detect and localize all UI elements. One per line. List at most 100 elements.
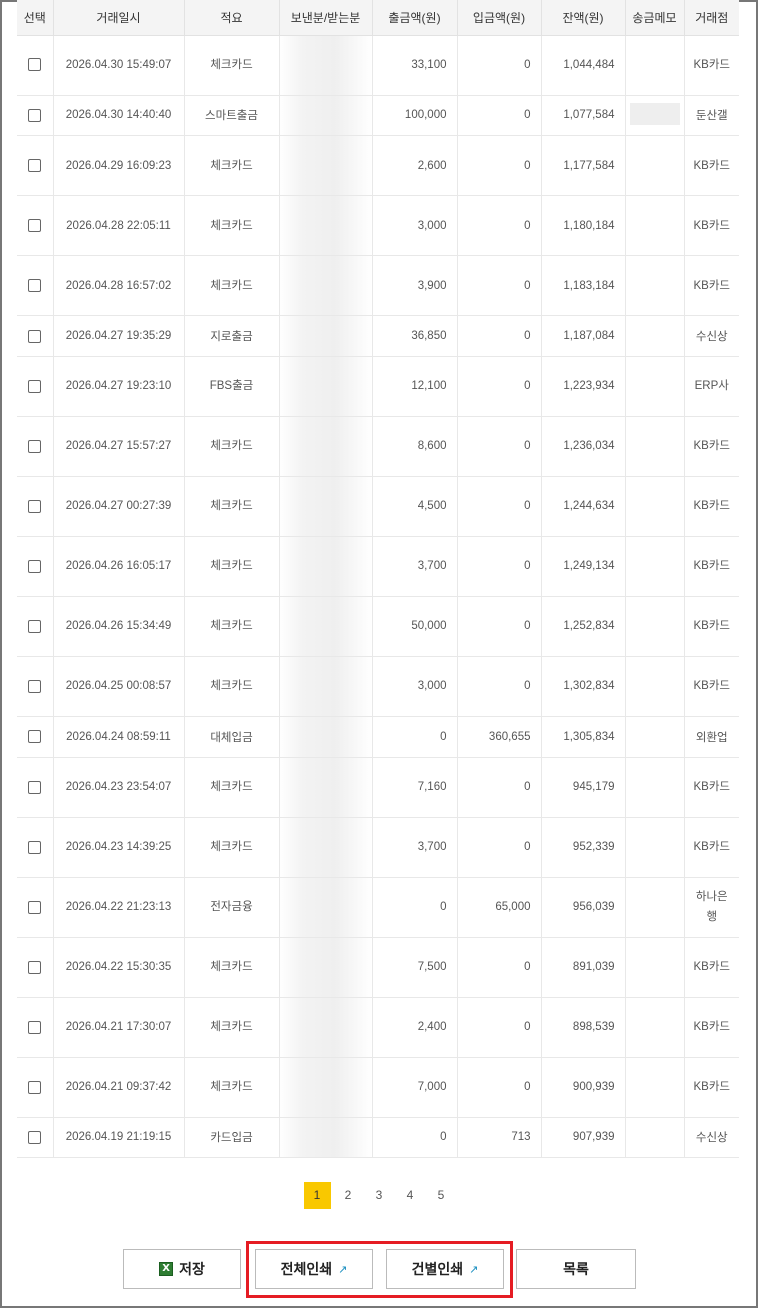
row-checkbox[interactable] <box>28 329 42 343</box>
table-row: 2026.04.26 16:05:17 체크카드 3,700 0 1,249,134 KB… <box>17 536 739 597</box>
page-5[interactable]: 5 <box>437 1188 445 1203</box>
row-checkbox[interactable] <box>28 159 42 173</box>
deposit-cell: 0 <box>456 937 541 998</box>
balance-cell: 898,539 <box>540 997 625 1058</box>
memo-cell <box>624 817 684 878</box>
memo-cell <box>624 255 684 317</box>
deposit-cell: 0 <box>456 1057 541 1118</box>
description-cell: FBS출금 <box>183 356 279 417</box>
datetime-cell: 2026.04.22 15:30:35 <box>52 937 184 998</box>
branch-cell: KB카드 <box>683 536 739 597</box>
table-row: 2026.04.21 17:30:07 체크카드 2,400 0 898,539 KB카드 <box>17 997 739 1058</box>
row-checkbox[interactable] <box>28 499 42 513</box>
branch-cell: KB카드 <box>683 937 739 998</box>
row-checkbox[interactable] <box>28 58 42 72</box>
page-1[interactable]: 1 <box>303 1182 331 1210</box>
table-row: 2026.04.27 00:27:39 체크카드 4,500 0 1,244,634 KB… <box>17 476 739 537</box>
row-checkbox[interactable] <box>28 960 42 974</box>
row-checkbox[interactable] <box>28 1080 42 1094</box>
row-checkbox[interactable] <box>28 900 42 914</box>
table-row: 2026.04.22 21:23:13 전자금융 0 65,000 956,039 하나은… <box>17 877 739 938</box>
row-checkbox[interactable] <box>28 108 42 122</box>
select-cell <box>17 656 53 717</box>
datetime-cell: 2026.04.28 16:57:02 <box>52 255 184 317</box>
description-cell: 체크카드 <box>183 35 279 96</box>
deposit-cell: 0 <box>456 95 541 137</box>
row-checkbox[interactable] <box>28 1130 42 1144</box>
memo-cell <box>624 937 684 998</box>
counterparty-cell-redacted <box>278 315 372 357</box>
row-checkbox[interactable] <box>28 730 42 744</box>
withdrawal-cell: 3,700 <box>371 817 457 878</box>
balance-cell: 952,339 <box>540 817 625 878</box>
datetime-cell: 2026.04.27 15:57:27 <box>52 416 184 477</box>
withdrawal-cell: 50,000 <box>371 596 457 657</box>
branch-cell: KB카드 <box>683 997 739 1058</box>
balance-cell: 1,177,584 <box>540 135 625 197</box>
row-checkbox[interactable] <box>28 439 42 453</box>
withdrawal-cell: 2,400 <box>371 997 457 1058</box>
select-cell <box>17 356 53 417</box>
row-checkbox[interactable] <box>28 619 42 633</box>
memo-cell <box>624 1117 684 1159</box>
datetime-cell: 2026.04.22 21:23:13 <box>52 877 184 938</box>
select-cell <box>17 596 53 657</box>
counterparty-cell-redacted <box>278 135 372 197</box>
memo-cell <box>624 596 684 657</box>
counterparty-cell-redacted <box>278 817 372 878</box>
balance-cell: 1,249,134 <box>540 536 625 597</box>
table-row: 2026.04.26 15:34:49 체크카드 50,000 0 1,252,834 K… <box>17 596 739 657</box>
deposit-cell: 0 <box>456 757 541 818</box>
memo-cell <box>624 877 684 938</box>
table-row: 2026.04.24 08:59:11 대체입금 0 360,655 1,305,834… <box>17 716 739 758</box>
page-2[interactable]: 2 <box>344 1188 352 1203</box>
row-checkbox[interactable] <box>28 1020 42 1034</box>
save-excel-button[interactable]: X 저장 <box>123 1249 241 1290</box>
deposit-cell: 713 <box>456 1117 541 1159</box>
page-3[interactable]: 3 <box>375 1188 383 1203</box>
row-checkbox[interactable] <box>28 279 42 293</box>
counterparty-cell-redacted <box>278 416 372 477</box>
table-row: 2026.04.23 23:54:07 체크카드 7,160 0 945,179 KB카드 <box>17 757 739 818</box>
withdrawal-cell: 3,000 <box>371 195 457 257</box>
select-cell <box>17 255 53 317</box>
list-button[interactable]: 목록 <box>516 1249 636 1290</box>
description-cell: 체크카드 <box>183 757 279 818</box>
memo-cell <box>624 716 684 758</box>
branch-cell: 외환업 <box>683 716 739 758</box>
balance-cell: 1,044,484 <box>540 35 625 96</box>
branch-cell: KB카드 <box>683 35 739 96</box>
row-checkbox[interactable] <box>28 780 42 794</box>
row-checkbox[interactable] <box>28 219 42 233</box>
row-checkbox[interactable] <box>28 679 42 693</box>
print-all-button[interactable]: 전체인쇄 ↗ <box>255 1249 373 1290</box>
counterparty-cell-redacted <box>278 596 372 657</box>
row-checkbox[interactable] <box>28 840 42 854</box>
withdrawal-cell: 7,160 <box>371 757 457 818</box>
row-checkbox[interactable] <box>28 559 42 573</box>
balance-cell: 1,183,184 <box>540 255 625 317</box>
memo-cell <box>624 315 684 357</box>
deposit-cell: 0 <box>456 656 541 717</box>
page-4[interactable]: 4 <box>406 1188 414 1203</box>
withdrawal-cell: 7,500 <box>371 937 457 998</box>
counterparty-cell-redacted <box>278 255 372 317</box>
select-cell <box>17 416 53 477</box>
content: 선택 거래일시 적요 보낸분/받는분 출금액(원) 입금액(원) 잔액(원) 송금메모 거래점 … <box>2 0 756 1159</box>
datetime-cell: 2026.04.27 19:23:10 <box>52 356 184 417</box>
table-row: 2026.04.25 00:08:57 체크카드 3,000 0 1,302,834 KB… <box>17 656 739 717</box>
counterparty-cell-redacted <box>278 716 372 758</box>
print-each-button[interactable]: 건별인쇄 ↗ <box>386 1249 504 1290</box>
datetime-cell: 2026.04.27 19:35:29 <box>52 315 184 357</box>
description-cell: 체크카드 <box>183 135 279 197</box>
branch-cell: KB카드 <box>683 476 739 537</box>
description-cell: 체크카드 <box>183 476 279 537</box>
counterparty-cell-redacted <box>278 536 372 597</box>
withdrawal-cell: 8,600 <box>371 416 457 477</box>
select-cell <box>17 35 53 96</box>
branch-cell: ERP사 <box>683 356 739 417</box>
description-cell: 카드입금 <box>183 1117 279 1159</box>
row-checkbox[interactable] <box>28 379 42 393</box>
column-header: 송금메모 <box>624 0 684 36</box>
